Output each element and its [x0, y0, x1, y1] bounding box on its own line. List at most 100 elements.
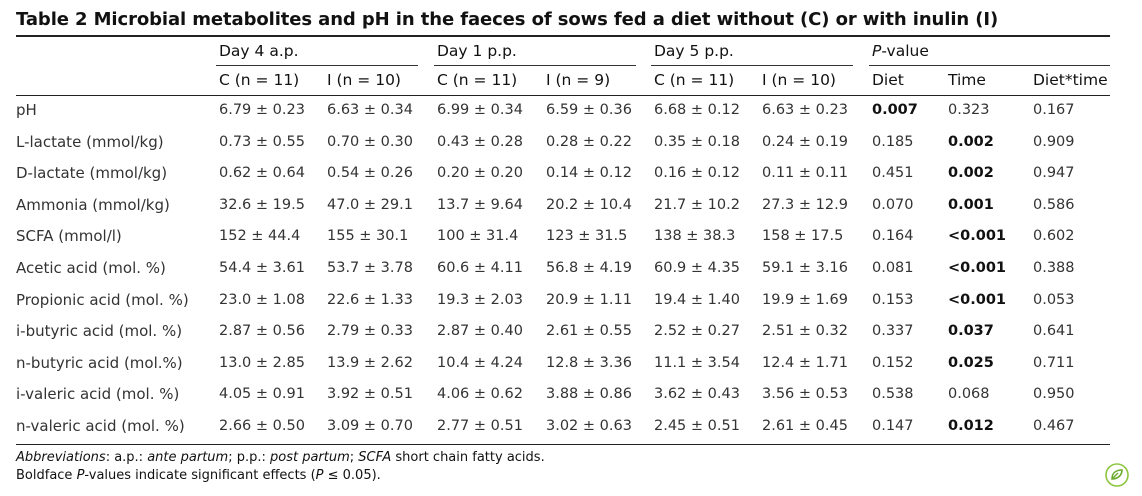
table-cell-value: 0.62 ± 0.64	[219, 165, 305, 182]
table-cell-value: 6.99 ± 0.34	[437, 102, 523, 118]
table-cell-pvalue: 0.950	[1033, 386, 1075, 403]
top-rule	[16, 35, 1110, 37]
table-cell-value: 13.0 ± 2.85	[219, 354, 305, 371]
row-label: pH	[16, 101, 37, 119]
table-cell-value: 6.63 ± 0.23	[762, 102, 848, 118]
table-cell-value: 123 ± 31.5	[546, 228, 628, 245]
table-cell-value: 3.56 ± 0.53	[762, 386, 848, 403]
table-cell-value: 2.87 ± 0.40	[437, 323, 523, 340]
footnote-significance: Boldface P-values indicate significant e…	[16, 468, 381, 483]
table-cell-value: 13.7 ± 9.64	[437, 196, 523, 213]
table-cell-value: 6.79 ± 0.23	[219, 102, 305, 118]
table-cell-pvalue: 0.602	[1033, 228, 1075, 245]
table-cell-value: 2.79 ± 0.33	[327, 323, 413, 340]
row-label: Acetic acid (mol. %)	[16, 259, 166, 277]
table-cell-value: 0.14 ± 0.12	[546, 165, 632, 182]
table-cell-value: 0.54 ± 0.26	[327, 165, 413, 182]
table-cell-pvalue: 0.337	[872, 323, 914, 340]
table-cell-pvalue: <0.001	[948, 228, 1007, 245]
table-cell-value: 19.3 ± 2.03	[437, 291, 523, 308]
table-cell-pvalue: 0.002	[948, 165, 994, 182]
table-cell-value: 10.4 ± 4.24	[437, 354, 523, 371]
table-cell-pvalue: 0.053	[1033, 291, 1075, 308]
table-cell-value: 3.09 ± 0.70	[327, 418, 413, 434]
table-cell-value: 2.66 ± 0.50	[219, 418, 305, 434]
column-header: Diet*time	[1033, 71, 1108, 89]
table-cell-pvalue: 0.711	[1033, 354, 1075, 371]
table-cell-pvalue: 0.323	[948, 102, 990, 118]
row-label: SCFA (mmol/l)	[16, 227, 122, 246]
table-cell-value: 152 ± 44.4	[219, 228, 301, 245]
row-label: D-lactate (mmol/kg)	[16, 164, 168, 183]
table-cell-value: 0.11 ± 0.11	[762, 165, 848, 182]
table-cell-value: 23.0 ± 1.08	[219, 291, 305, 308]
table-cell-value: 56.8 ± 4.19	[546, 260, 632, 276]
column-header: I (n = 10)	[762, 71, 836, 89]
row-label: Propionic acid (mol. %)	[16, 290, 189, 309]
table-cell-value: 2.45 ± 0.51	[654, 418, 740, 434]
table-cell-pvalue: 0.467	[1033, 418, 1075, 434]
table-cell-value: 13.9 ± 2.62	[327, 354, 413, 371]
row-label: n-valeric acid (mol. %)	[16, 417, 185, 435]
table-cell-pvalue: 0.185	[872, 133, 914, 150]
table-cell-pvalue: 0.070	[872, 196, 914, 213]
column-header: Diet	[872, 71, 904, 89]
publisher-leaf-icon	[1105, 463, 1129, 487]
row-label: i-valeric acid (mol. %)	[16, 385, 180, 404]
table-cell-value: 2.51 ± 0.32	[762, 323, 848, 340]
table-cell-pvalue: 0.641	[1033, 323, 1075, 340]
table-cell-value: 27.3 ± 12.9	[762, 196, 848, 213]
table-cell-pvalue: 0.001	[948, 196, 994, 213]
table-cell-value: 59.1 ± 3.16	[762, 260, 848, 276]
table-cell-value: 2.52 ± 0.27	[654, 323, 740, 340]
table-cell-value: 32.6 ± 19.5	[219, 196, 305, 213]
row-label: n-butyric acid (mol.%)	[16, 353, 183, 372]
table-cell-value: 158 ± 17.5	[762, 228, 844, 245]
table-cell-pvalue: 0.037	[948, 323, 994, 340]
group-header: Day 1 p.p.	[437, 42, 517, 60]
table-cell-value: 0.43 ± 0.28	[437, 133, 523, 150]
column-header: C (n = 11)	[219, 71, 300, 89]
table-cell-value: 100 ± 31.4	[437, 228, 519, 245]
column-header: C (n = 11)	[654, 71, 735, 89]
group-header: P-value	[872, 42, 929, 60]
table-cell-value: 6.63 ± 0.34	[327, 102, 413, 118]
table-cell-value: 0.28 ± 0.22	[546, 133, 632, 150]
table-cell-value: 138 ± 38.3	[654, 228, 736, 245]
group-underline	[869, 65, 1110, 66]
table-cell-value: 155 ± 30.1	[327, 228, 409, 245]
group-underline	[216, 65, 418, 66]
table-cell-pvalue: <0.001	[948, 291, 1007, 308]
table-cell-pvalue: 0.164	[872, 228, 914, 245]
table-cell-pvalue: 0.152	[872, 354, 914, 371]
table-cell-pvalue: 0.388	[1033, 260, 1075, 276]
column-header: C (n = 11)	[437, 71, 518, 89]
row-label: Ammonia (mmol/kg)	[16, 195, 170, 214]
column-header: I (n = 10)	[327, 71, 401, 89]
table-cell-value: 11.1 ± 3.54	[654, 354, 740, 371]
table-cell-pvalue: 0.909	[1033, 133, 1075, 150]
table-cell-pvalue: 0.002	[948, 133, 994, 150]
table-cell-value: 0.24 ± 0.19	[762, 133, 848, 150]
table-cell-value: 22.6 ± 1.33	[327, 291, 413, 308]
table-cell-value: 20.2 ± 10.4	[546, 196, 632, 213]
table-cell-value: 19.4 ± 1.40	[654, 291, 740, 308]
table-cell-value: 12.4 ± 1.71	[762, 354, 848, 371]
header-rule	[16, 95, 1110, 96]
table-cell-value: 53.7 ± 3.78	[327, 260, 413, 276]
row-label: L-lactate (mmol/kg)	[16, 132, 164, 151]
table-cell-value: 2.87 ± 0.56	[219, 323, 305, 340]
footnote-abbreviations: Abbreviations: a.p.: ante partum; p.p.: …	[16, 450, 545, 465]
column-header: I (n = 9)	[546, 71, 611, 89]
group-header: Day 4 a.p.	[219, 42, 299, 60]
table-cell-value: 54.4 ± 3.61	[219, 260, 305, 276]
table-cell-value: 12.8 ± 3.36	[546, 354, 632, 371]
table-cell-pvalue: 0.012	[948, 418, 994, 434]
table-cell-pvalue: 0.167	[1033, 102, 1075, 118]
table-cell-pvalue: 0.007	[872, 102, 918, 118]
table-cell-pvalue: 0.081	[872, 260, 914, 276]
table-cell-value: 2.77 ± 0.51	[437, 418, 523, 434]
table-cell-pvalue: 0.451	[872, 165, 914, 182]
row-label: i-butyric acid (mol. %)	[16, 322, 183, 341]
table-cell-value: 6.59 ± 0.36	[546, 102, 632, 118]
